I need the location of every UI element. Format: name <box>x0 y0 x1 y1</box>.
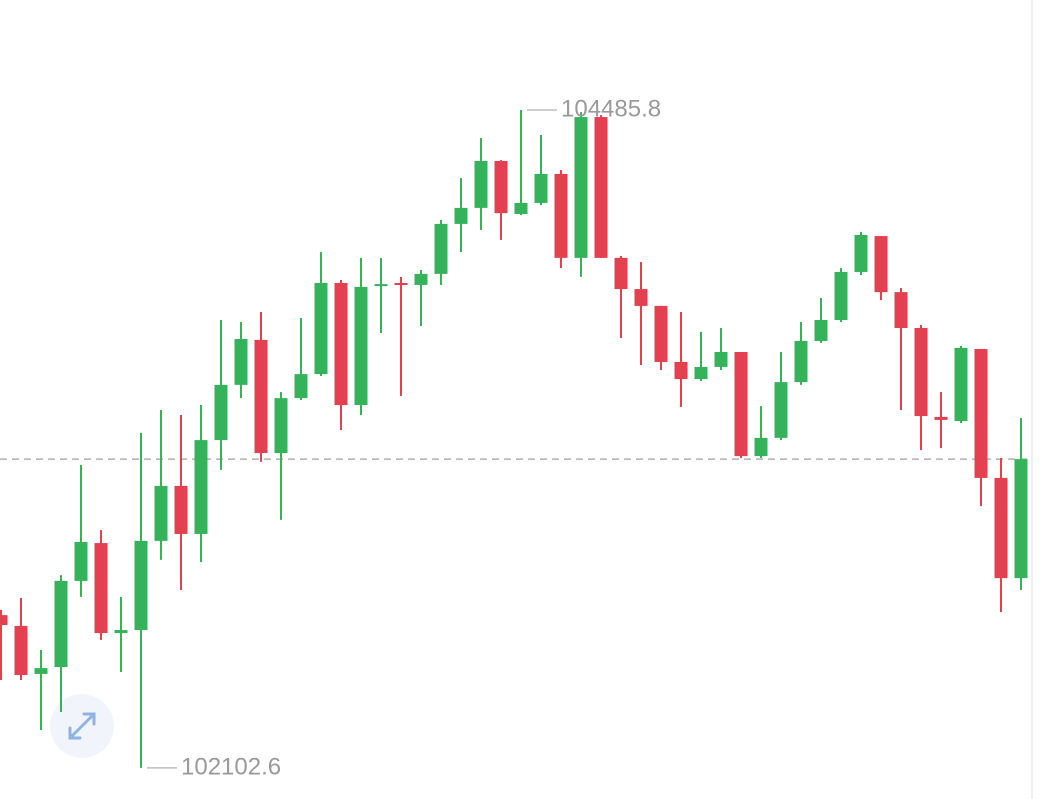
candle-body <box>594 117 608 258</box>
candle-body <box>754 437 768 457</box>
candle-body <box>494 160 508 214</box>
extreme-label: 102102.6 <box>181 753 281 780</box>
candle-body <box>334 282 348 406</box>
candle-body <box>934 416 948 420</box>
extreme-label: 104485.8 <box>561 95 661 122</box>
candle-body <box>874 236 888 293</box>
candle-body <box>834 271 848 320</box>
candle-body <box>474 160 488 208</box>
candle-body <box>954 347 968 422</box>
candle-body <box>294 374 308 399</box>
candle-body <box>274 398 288 454</box>
candle-body <box>134 540 148 631</box>
candle-body <box>434 223 448 274</box>
candle-body <box>814 319 828 341</box>
candle-body <box>514 202 528 214</box>
candle-body <box>534 173 548 203</box>
candle-body <box>314 282 328 375</box>
candle-body <box>854 234 868 272</box>
candle-body <box>634 289 648 306</box>
candle-body <box>774 382 788 438</box>
candle-body <box>414 273 428 285</box>
candle-body <box>354 286 368 406</box>
candle-body <box>34 668 48 674</box>
candle-body <box>794 340 808 383</box>
candle-body <box>574 117 588 258</box>
candle-body <box>994 477 1008 579</box>
candle-body <box>374 284 388 287</box>
candle-body <box>254 339 268 454</box>
candle-body <box>94 543 108 634</box>
candle-body <box>974 348 988 478</box>
candle-body <box>0 615 8 626</box>
candle-body <box>114 630 128 634</box>
candle-body <box>654 305 668 362</box>
candle-body <box>154 485 168 541</box>
candle-body <box>614 257 628 290</box>
candle-body <box>54 580 68 668</box>
candle-body <box>554 173 568 258</box>
expand-icon[interactable] <box>68 712 96 740</box>
candle-body <box>674 361 688 380</box>
candle-body <box>454 207 468 224</box>
candle-body <box>1014 459 1028 579</box>
candle-body <box>694 366 708 380</box>
candle-body <box>714 352 728 367</box>
candle-body <box>394 282 408 285</box>
candle-body <box>894 292 908 328</box>
candle-body <box>74 541 88 581</box>
candle-body <box>234 339 248 385</box>
candle-body <box>914 327 928 417</box>
candle-body <box>14 625 28 676</box>
candle-body <box>174 485 188 534</box>
candle-body <box>734 352 748 457</box>
candle-body <box>214 384 228 441</box>
candle-body <box>194 440 208 534</box>
expand-button[interactable] <box>50 694 114 758</box>
